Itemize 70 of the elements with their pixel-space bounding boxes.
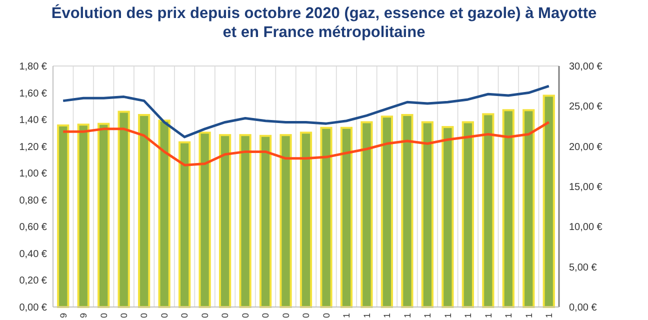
x-tick-label: 0 — [98, 313, 109, 318]
y-tick-label: 0,80 € — [19, 195, 48, 206]
x-tick-label: 0 — [159, 313, 170, 318]
bar — [380, 116, 394, 308]
y-tick-label: 1,60 € — [19, 88, 48, 100]
y-tick-label: 1,80 € — [19, 62, 48, 72]
bar — [421, 121, 434, 308]
x-tick-label: 1 — [544, 313, 554, 318]
bar — [57, 124, 70, 308]
y2-tick-label: 15,00 € — [569, 182, 603, 193]
bar — [320, 126, 332, 308]
y2-tick-label: 30,00 € — [569, 62, 603, 72]
bar — [218, 134, 232, 308]
bar — [482, 113, 494, 308]
x-tick-label: 1 — [422, 313, 433, 318]
bar — [178, 141, 191, 308]
bar — [340, 126, 353, 308]
y2-tick-label: 20,00 € — [569, 142, 603, 153]
x-tick-label: 1 — [362, 313, 372, 318]
bar — [280, 134, 292, 308]
bar — [259, 134, 272, 308]
x-tick-label: 1 — [483, 313, 494, 318]
x-tick-label: 1 — [442, 313, 453, 318]
bar — [198, 132, 211, 308]
bar — [442, 126, 454, 308]
line-series — [62, 84, 550, 138]
chart-title: Évolution des prix depuis octobre 2020 (gaz, essence et gazole) à Mayotte et en France métropolitaine — [51, 4, 597, 41]
bar — [502, 109, 514, 308]
x-tick-label: 0 — [180, 313, 190, 318]
y-tick-label: 0,00 € — [19, 302, 48, 314]
x-tick-label: 0 — [301, 313, 312, 318]
bar — [542, 94, 555, 308]
line-series — [62, 120, 550, 166]
x-tick-label: 1 — [382, 313, 392, 318]
bar — [239, 134, 252, 308]
y2-tick-label: 5,00 € — [569, 262, 598, 274]
x-tick-label: 1 — [524, 313, 534, 318]
x-tick-label: 9 — [78, 313, 89, 318]
x-tick-label: 1 — [504, 313, 514, 318]
bar — [98, 122, 110, 308]
x-tick-label: 1 — [463, 313, 474, 318]
y-tick-label: 0,20 € — [19, 276, 48, 287]
bar — [158, 120, 170, 308]
x-tick-label: 1 — [402, 313, 412, 318]
bar — [360, 121, 373, 308]
x-tick-label: 1 — [342, 313, 352, 318]
y-tick-label: 1,20 € — [19, 142, 48, 153]
y-tick-label: 0,40 € — [19, 248, 48, 260]
y2-tick-label: 25,00 € — [569, 102, 603, 113]
y-tick-label: 0,60 € — [19, 222, 48, 234]
x-tick-label: 0 — [220, 313, 230, 318]
bar — [401, 114, 414, 308]
x-tick-label: 0 — [260, 313, 271, 318]
y2-tick-label: 0,00 € — [569, 302, 598, 314]
x-tick-label: 0 — [139, 313, 150, 318]
x-tick-label: 0 — [200, 313, 210, 318]
bar — [300, 132, 312, 308]
y-tick-label: 1,40 € — [19, 115, 48, 126]
bar — [138, 114, 150, 308]
y2-tick-label: 10,00 € — [569, 222, 603, 234]
x-tick-label: 0 — [118, 313, 129, 318]
bar — [118, 110, 130, 308]
x-tick-label: 9 — [58, 313, 68, 318]
y-tick-label: 1,00 € — [19, 168, 48, 180]
x-tick-label: 0 — [321, 313, 332, 318]
bar — [522, 109, 535, 308]
bar — [462, 121, 474, 308]
x-tick-label: 0 — [240, 313, 250, 318]
bar — [77, 124, 90, 308]
x-tick-label: 0 — [280, 313, 291, 318]
